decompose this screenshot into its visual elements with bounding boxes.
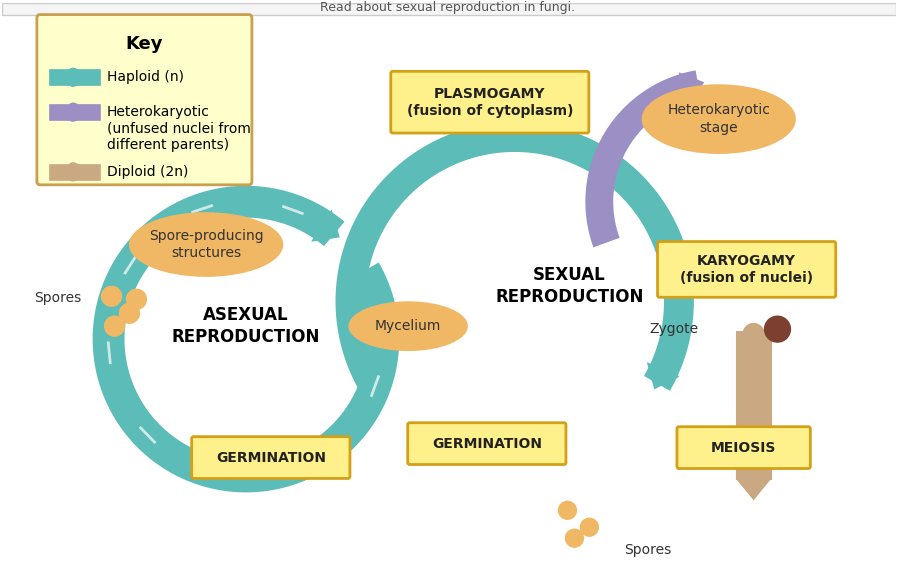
Text: Heterokaryotic
stage: Heterokaryotic stage — [667, 103, 770, 135]
Text: Haploid (n): Haploid (n) — [107, 71, 183, 84]
FancyBboxPatch shape — [37, 14, 252, 185]
Text: Spores: Spores — [34, 291, 82, 305]
Ellipse shape — [641, 84, 796, 154]
Circle shape — [104, 316, 125, 336]
FancyBboxPatch shape — [657, 242, 836, 297]
Text: Diploid (2n): Diploid (2n) — [107, 165, 188, 179]
Polygon shape — [585, 71, 700, 247]
Text: Mycelium: Mycelium — [375, 319, 442, 333]
Text: Heterokaryotic
(unfused nuclei from
different parents): Heterokaryotic (unfused nuclei from diff… — [107, 105, 251, 151]
Text: GERMINATION: GERMINATION — [216, 451, 326, 465]
Circle shape — [101, 286, 121, 306]
Circle shape — [764, 316, 790, 342]
FancyBboxPatch shape — [191, 436, 350, 479]
Text: MEIOSIS: MEIOSIS — [711, 440, 777, 455]
Circle shape — [580, 518, 598, 536]
Circle shape — [119, 303, 139, 323]
Circle shape — [566, 529, 584, 547]
Polygon shape — [336, 122, 694, 391]
Text: Spore-producing
structures: Spore-producing structures — [149, 229, 263, 260]
FancyBboxPatch shape — [677, 427, 810, 469]
Text: GERMINATION: GERMINATION — [432, 436, 541, 451]
Text: SEXUAL
REPRODUCTION: SEXUAL REPRODUCTION — [496, 266, 644, 306]
Ellipse shape — [348, 301, 468, 351]
Text: Spores: Spores — [624, 543, 672, 557]
FancyBboxPatch shape — [391, 71, 589, 133]
Text: Key: Key — [126, 35, 163, 53]
FancyBboxPatch shape — [408, 423, 566, 465]
Polygon shape — [92, 186, 400, 492]
Ellipse shape — [129, 212, 283, 277]
Text: KARYOGAMY
(fusion of nuclei): KARYOGAMY (fusion of nuclei) — [680, 254, 814, 285]
Circle shape — [127, 290, 146, 309]
Polygon shape — [679, 72, 704, 105]
Text: PLASMOGAMY
(fusion of cytoplasm): PLASMOGAMY (fusion of cytoplasm) — [407, 87, 573, 118]
Polygon shape — [647, 362, 680, 390]
Text: Read about sexual reproduction in fungi.: Read about sexual reproduction in fungi. — [321, 1, 576, 14]
FancyBboxPatch shape — [2, 3, 896, 14]
Polygon shape — [311, 209, 339, 242]
Circle shape — [559, 501, 577, 519]
Polygon shape — [735, 479, 771, 501]
Text: ASEXUAL
REPRODUCTION: ASEXUAL REPRODUCTION — [172, 306, 320, 346]
Text: Zygote: Zygote — [650, 322, 699, 336]
